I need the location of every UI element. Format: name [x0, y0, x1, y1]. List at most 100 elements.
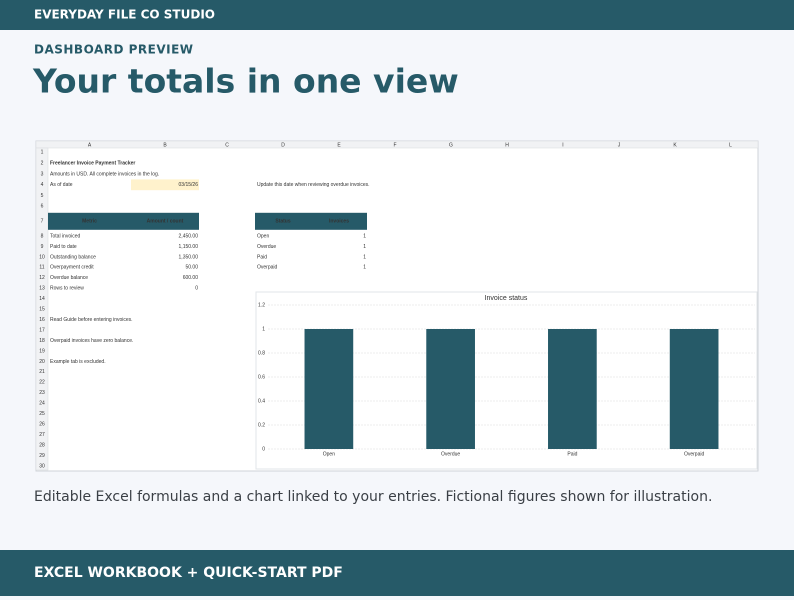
- kicker: DASHBOARD PREVIEW: [34, 43, 194, 57]
- bar: [426, 329, 475, 449]
- cell-text: Overdue: [257, 244, 276, 250]
- y-tick-label: 1: [262, 326, 265, 332]
- column-letter: D: [281, 142, 285, 148]
- row-number: 11: [39, 265, 44, 271]
- row-number: 23: [39, 390, 45, 396]
- cell-text: Outstanding balance: [50, 254, 96, 260]
- column-letter: G: [449, 142, 453, 148]
- cell-text: 03/15/26: [179, 182, 199, 188]
- cell-text: Paid: [257, 254, 267, 260]
- row-number: 26: [39, 421, 45, 427]
- row-number: 12: [39, 275, 45, 281]
- cell-text: Overdue balance: [50, 275, 88, 281]
- brand: EVERYDAY FILE CO STUDIO: [34, 8, 215, 22]
- row-number: 20: [39, 359, 45, 365]
- top-bar: [0, 0, 794, 30]
- row-number: 24: [39, 401, 45, 407]
- row-number: 21: [39, 369, 45, 375]
- row-number: 17: [39, 327, 45, 333]
- cell-text: 1: [363, 233, 366, 239]
- column-letter: K: [673, 142, 677, 148]
- column-letter: L: [729, 142, 732, 148]
- row-number: 7: [41, 219, 44, 225]
- x-tick-label: Overpaid: [684, 451, 705, 457]
- caption: Editable Excel formulas and a chart link…: [34, 489, 712, 505]
- column-letter: I: [562, 142, 563, 148]
- row-number: 14: [39, 296, 45, 302]
- row-number: 22: [39, 380, 45, 386]
- cell-text: 1,150.00: [179, 244, 199, 250]
- cell-text: Amounts in USD. All complete invoices in…: [50, 171, 159, 177]
- row-number: 1: [41, 150, 44, 156]
- table-header-cell: [255, 212, 311, 230]
- row-number: 10: [39, 254, 45, 260]
- cell-text: 50.00: [185, 265, 198, 271]
- cell-text: 1: [363, 244, 366, 250]
- row-number: 5: [41, 193, 44, 199]
- y-tick-label: 0.4: [258, 398, 265, 404]
- y-tick-label: 0.6: [258, 374, 265, 380]
- cell-text: 1: [363, 265, 366, 271]
- cell-text: 0: [195, 286, 198, 292]
- column-letter: B: [163, 142, 167, 148]
- bar: [304, 329, 354, 449]
- x-tick-label: Open: [323, 451, 335, 457]
- cell-text: As of date: [50, 182, 73, 188]
- row-number: 8: [41, 233, 44, 239]
- row-number: 6: [41, 204, 44, 210]
- row-number: 2: [41, 161, 44, 167]
- row-number: 25: [39, 411, 45, 417]
- input-cell: [131, 179, 199, 191]
- bar: [669, 329, 719, 449]
- cell-text: Invoices: [329, 219, 349, 225]
- row-number: 13: [39, 286, 45, 292]
- row-number: 15: [39, 307, 45, 313]
- row-number: 29: [39, 453, 45, 459]
- table-header-cell: [311, 212, 367, 230]
- chart-title: Invoice status: [485, 295, 528, 302]
- row-number: 18: [39, 338, 45, 344]
- cell-text: Status: [275, 219, 291, 225]
- cell-text: Amount / count: [147, 219, 184, 225]
- sheet-grid: A B C D E F G H I J K L12 Freelancer Invoice Payment…: [35, 140, 759, 471]
- chart: Invoice status 0 0.2 0.4 0.6 0.8 1 1.2 Open Over…: [255, 291, 758, 470]
- y-tick-label: 0: [262, 446, 265, 452]
- cell-text: Example tab is excluded.: [50, 359, 106, 365]
- cell-text: Overpaid: [257, 265, 278, 271]
- column-letter: A: [88, 142, 92, 148]
- cell-text: Rows to review: [50, 286, 84, 292]
- cell-text: Paid to date: [50, 244, 77, 250]
- y-tick-label: 0.8: [258, 350, 265, 356]
- footer-label: EXCEL WORKBOOK + QUICK-START PDF: [34, 565, 343, 581]
- x-tick-label: Paid: [567, 451, 577, 457]
- x-tick-label: Overdue: [441, 451, 460, 457]
- table-header-cell: [48, 212, 131, 230]
- table-header-cell: [131, 212, 199, 230]
- row-number: 16: [39, 317, 45, 323]
- row-header-bar: [35, 147, 49, 471]
- column-letter: H: [505, 142, 509, 148]
- cell-text: 2,450.00: [179, 233, 199, 239]
- hero-title: Your totals in one view: [32, 62, 459, 101]
- row-number: 4: [41, 182, 44, 188]
- column-letter: F: [393, 142, 396, 148]
- bar: [548, 329, 597, 449]
- column-header-bar: [35, 140, 759, 149]
- row-number: 30: [39, 463, 45, 469]
- y-tick-label: 1.2: [258, 302, 265, 308]
- row-number: 28: [39, 442, 45, 448]
- cell-text: Freelancer Invoice Payment Tracker: [50, 161, 135, 167]
- row-number: 3: [41, 171, 44, 177]
- cell-text: Overpaid invoices have zero balance.: [50, 338, 133, 344]
- y-tick-label: 0.2: [258, 422, 265, 428]
- bottom-bar: [0, 550, 794, 596]
- row-number: 19: [39, 348, 45, 354]
- column-letter: E: [337, 142, 341, 148]
- cell-text: 1: [363, 254, 366, 260]
- cell-text: Read Guide before entering invoices.: [50, 317, 133, 323]
- column-letter: C: [225, 142, 229, 148]
- cell-text: Total invoiced: [50, 233, 81, 239]
- row-number: 9: [41, 244, 44, 250]
- cell-text: Update this date when reviewing overdue …: [257, 182, 370, 188]
